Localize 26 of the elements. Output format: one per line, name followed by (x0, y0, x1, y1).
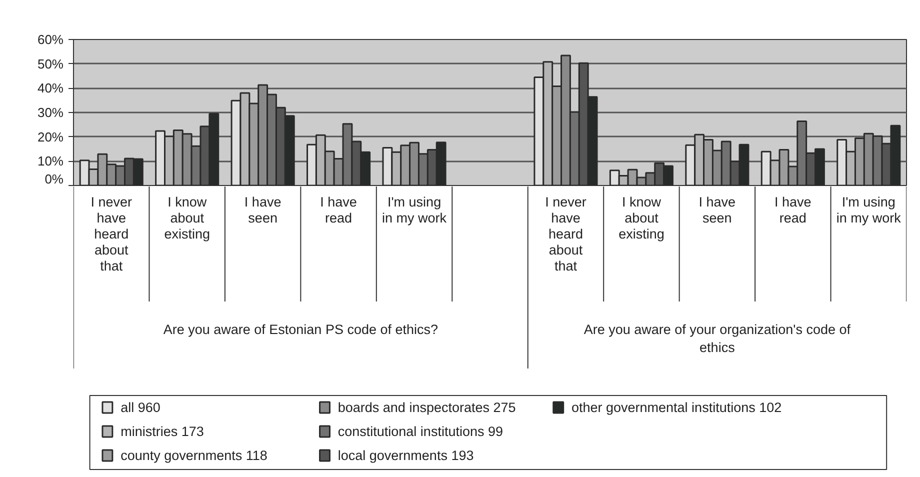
y-tick-label: 0% (44, 172, 64, 186)
y-tick-label: 60% (37, 32, 64, 47)
x-tick-label: I never have heard about that (90, 194, 133, 274)
x-tick-label: I'm using in my work (836, 194, 902, 226)
x-tick-label: I never have heard about that (545, 194, 587, 274)
legend-label: boards and inspectorates 275 (338, 400, 516, 415)
legend-label: county governments 118 (120, 448, 268, 463)
x-tick-label: I know about existing (618, 194, 664, 242)
x-tick-label: I know about existing (164, 194, 210, 242)
legend-label: all 960 (120, 400, 160, 415)
x-tick-label: I have read (320, 194, 357, 226)
x-tick-label: I'm using in my work (382, 194, 447, 226)
y-tick-label: 20% (37, 129, 64, 144)
x-tick-label: I have seen (244, 194, 282, 226)
text: Are you aware of your organization's code of ethics (584, 322, 851, 355)
x-tick-label: I have read (774, 194, 812, 226)
legend-label: other governmental institutions 102 (571, 400, 782, 415)
text: Are you aware of Estonian PS code of ethics? (163, 322, 438, 337)
y-tick-label: 50% (37, 56, 64, 72)
legend-label: ministries 173 (120, 424, 204, 439)
y-tick-label: 40% (37, 80, 64, 96)
y-tick-label: 30% (37, 105, 64, 120)
legend-label: local governments 193 (338, 448, 474, 463)
y-tick-label: 10% (37, 154, 64, 169)
legend-label: constitutional institutions 99 (338, 424, 503, 439)
x-tick-label: I have seen (698, 194, 736, 226)
